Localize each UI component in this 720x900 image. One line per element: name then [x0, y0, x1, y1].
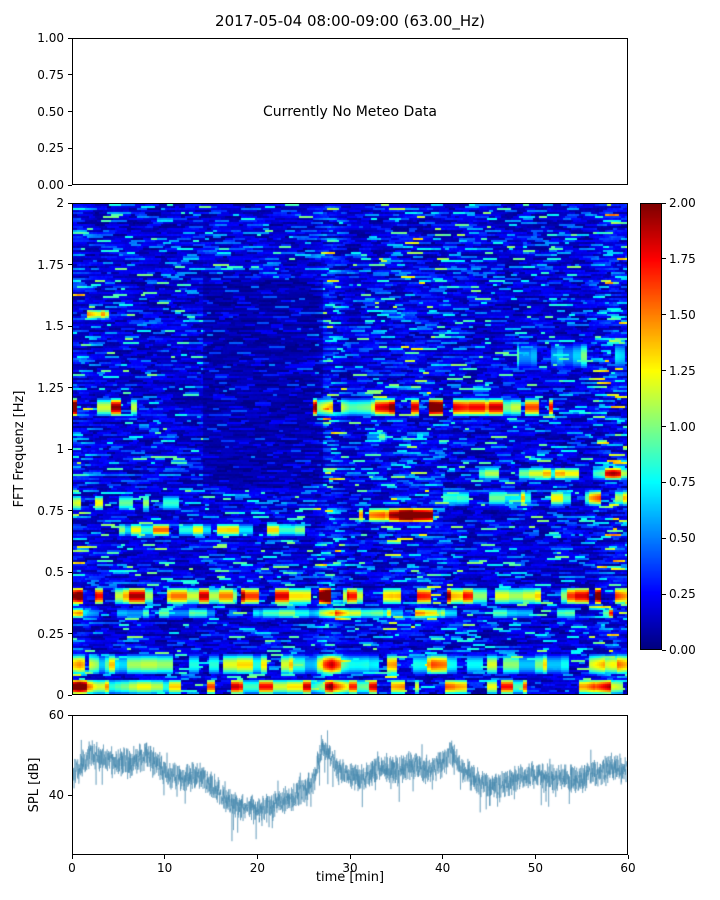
tick-mark — [442, 855, 444, 859]
spectrogram-panel — [72, 203, 628, 695]
tick-mark — [256, 855, 258, 859]
time-xtick-label: 10 — [157, 861, 173, 875]
tick-mark — [68, 184, 72, 186]
colorbar-tick-label: 1.75 — [669, 251, 696, 266]
tick-mark — [71, 855, 73, 859]
tick-mark — [627, 855, 629, 859]
tick-mark — [662, 370, 666, 372]
tick-mark — [68, 571, 72, 573]
fft-ytick-label: 0.25 — [37, 626, 64, 641]
spl-line-canvas — [73, 716, 627, 854]
tick-mark — [68, 714, 72, 716]
fft-ytick-label: 0 — [56, 688, 64, 702]
time-xtick-label: 20 — [249, 861, 265, 875]
tick-mark — [164, 855, 166, 859]
time-xtick-label: 60 — [620, 861, 636, 875]
time-xtick-label: 0 — [68, 861, 76, 875]
colorbar-tick-label: 2.00 — [669, 196, 696, 210]
tick-mark — [662, 537, 666, 539]
meteo-ytick-label: 0.00 — [37, 178, 64, 192]
colorbar — [640, 203, 662, 650]
spl-ylabel: SPL [dB] — [27, 757, 42, 813]
tick-mark — [68, 448, 72, 450]
time-xtick-label: 50 — [527, 861, 543, 875]
tick-mark — [68, 694, 72, 696]
meteo-ytick-label: 0.25 — [37, 141, 64, 156]
tick-mark — [68, 633, 72, 634]
fft-ytick-label: 1.5 — [44, 319, 64, 333]
time-xtick-label: 30 — [342, 861, 358, 875]
figure-title: 2017-05-04 08:00-09:00 (63.00_Hz) — [215, 12, 485, 30]
tick-mark — [662, 481, 666, 483]
tick-mark — [662, 593, 666, 595]
meteo-panel: Currently No Meteo Data — [72, 38, 628, 185]
tick-mark — [662, 314, 666, 316]
meteo-ytick-label: 0.75 — [37, 67, 64, 82]
spl-ytick-label: 40 — [48, 788, 64, 802]
fft-ytick-label: 1.25 — [37, 380, 64, 395]
colorbar-tick-label: 1.25 — [669, 363, 696, 378]
fft-ytick-label: 0.5 — [44, 565, 64, 579]
time-xlabel: time [min] — [315, 870, 385, 885]
tick-mark — [662, 649, 666, 651]
fft-ytick-label: 1.75 — [37, 257, 64, 272]
meteo-ytick-label: 0.50 — [37, 104, 64, 119]
colorbar-canvas — [641, 204, 661, 649]
tick-mark — [68, 202, 72, 204]
fft-ytick-label: 2 — [56, 196, 64, 210]
tick-mark — [68, 147, 72, 149]
tick-mark — [68, 325, 72, 327]
spl-panel — [72, 715, 628, 855]
colorbar-tick-label: 0.25 — [669, 587, 696, 602]
tick-mark — [68, 387, 72, 388]
tick-mark — [68, 111, 72, 112]
colorbar-tick-label: 1.00 — [669, 419, 696, 434]
time-xtick-label: 40 — [435, 861, 451, 875]
tick-mark — [68, 794, 72, 796]
colorbar-tick-label: 0.00 — [669, 643, 696, 657]
tick-mark — [68, 74, 72, 76]
colorbar-tick-label: 1.50 — [669, 307, 696, 322]
tick-mark — [662, 202, 666, 204]
tick-mark — [68, 510, 72, 511]
fft-ytick-label: 0.75 — [37, 503, 64, 518]
tick-mark — [68, 264, 72, 265]
meteo-ytick-label: 1.00 — [37, 31, 64, 45]
no-meteo-data-message: Currently No Meteo Data — [263, 103, 437, 120]
tick-mark — [662, 258, 666, 260]
spectrogram-heatmap-canvas — [73, 204, 627, 694]
spl-ytick-label: 60 — [48, 708, 64, 722]
colorbar-tick-label: 0.50 — [669, 531, 696, 546]
tick-mark — [349, 855, 351, 859]
tick-mark — [534, 855, 536, 859]
tick-mark — [662, 426, 666, 427]
tick-mark — [68, 37, 72, 39]
fft-ytick-label: 1 — [56, 442, 64, 456]
colorbar-tick-label: 0.75 — [669, 475, 696, 490]
